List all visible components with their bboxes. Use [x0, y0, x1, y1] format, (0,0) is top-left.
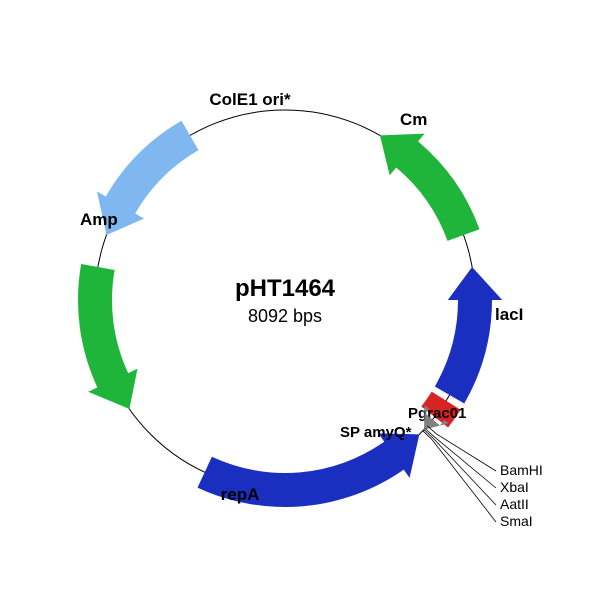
feature-arrow: [380, 134, 480, 241]
feature-arrow: [435, 267, 502, 403]
feature-label: repA: [221, 485, 260, 504]
feature-label: Pgrac01: [408, 405, 466, 422]
site-leader: [423, 431, 496, 522]
restriction-site: AatII: [500, 496, 529, 512]
restriction-site: SmaI: [500, 513, 533, 529]
site-leader: [424, 430, 496, 505]
feature-arrow: [78, 264, 137, 409]
restriction-site: BamHI: [500, 462, 543, 478]
site-leader: [425, 428, 496, 488]
site-leader: [427, 426, 496, 471]
feature-label: Amp: [80, 210, 118, 229]
plasmid-size: 8092 bps: [248, 306, 322, 326]
feature-label: Cm: [400, 110, 427, 129]
feature-label: SP amyQ*: [340, 424, 412, 441]
plasmid-name: pHT1464: [235, 275, 336, 302]
restriction-site: XbaI: [500, 479, 529, 495]
feature-label: lacI: [495, 305, 523, 324]
feature-label: ColE1 ori*: [209, 90, 291, 109]
